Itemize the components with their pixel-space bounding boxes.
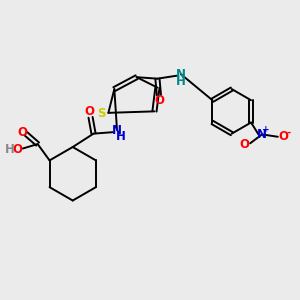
Text: O: O [84, 106, 94, 118]
Text: O: O [240, 138, 250, 151]
Text: S: S [98, 107, 106, 120]
Text: N: N [112, 124, 122, 136]
Text: H: H [176, 75, 186, 88]
Text: N: N [176, 68, 186, 81]
Text: H: H [5, 142, 15, 156]
Text: O: O [278, 130, 288, 143]
Text: N: N [257, 128, 267, 141]
Text: O: O [17, 126, 27, 139]
Text: O: O [13, 142, 22, 156]
Text: H: H [116, 130, 126, 143]
Text: +: + [262, 125, 270, 134]
Text: O: O [155, 94, 165, 107]
Text: -: - [286, 128, 290, 138]
